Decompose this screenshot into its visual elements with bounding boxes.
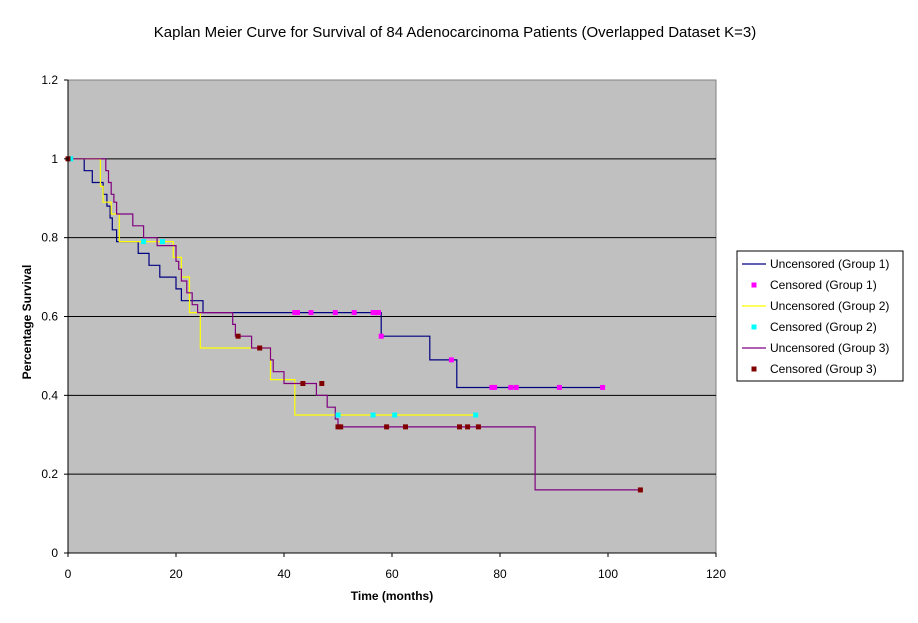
legend-label: Censored (Group 2) [770,320,877,334]
censored-point [556,384,562,390]
censored-point [292,310,298,316]
y-tick-label: 1 [51,152,58,166]
censored-point [373,310,379,316]
series-line-1 [68,158,603,389]
x-tick-label: 60 [385,567,399,581]
censored-point [448,357,454,363]
x-tick-label: 0 [65,567,72,581]
censored-point [637,487,643,493]
legend-label: Uncensored (Group 2) [770,299,889,313]
x-tick-label: 40 [277,567,291,581]
censored-point [338,424,344,430]
censored-point [513,384,519,390]
censored-point [335,412,341,418]
series-layer [65,156,643,493]
legend-marker-swatch [751,366,757,372]
series-line-3 [68,158,479,416]
censored-point [378,333,384,339]
x-tick-label: 100 [598,567,618,581]
y-tick-label: 0.6 [41,310,58,324]
censored-point [370,310,376,316]
censored-point [489,384,495,390]
censored-point [319,381,325,387]
censored-point [257,345,263,351]
legend-marker-swatch [751,324,757,330]
y-tick-label: 0 [51,546,58,560]
censored-point [376,310,381,316]
gridlines [68,158,716,475]
censored-point [332,310,338,316]
legend-label: Censored (Group 1) [770,278,877,292]
x-tick-label: 20 [169,567,183,581]
x-tick-label: 80 [493,567,507,581]
y-tick-label: 0.8 [41,231,58,245]
legend: Uncensored (Group 1) Censored (Group 1) Un… [736,250,904,382]
censored-point [335,424,341,430]
y-axis-title: Percentage Survival [20,265,34,380]
censored-point [475,424,481,430]
x-axis-title: Time (months) [351,589,433,603]
legend-label: Uncensored (Group 3) [770,341,889,355]
series-line-5 [68,158,641,491]
y-tick-label: 0.2 [41,467,58,481]
censored-point [160,239,165,245]
censored-point [68,156,74,162]
y-tick-label: 0.4 [41,388,58,402]
censored-point [392,412,398,418]
censored-point [600,384,606,390]
legend-marker-swatch [751,282,757,288]
censored-point [235,333,241,339]
legend-box [736,250,904,382]
censored-point [300,381,306,387]
censored-point [473,412,479,418]
censored-point [351,310,357,316]
legend-label: Censored (Group 3) [770,362,877,376]
censored-point [457,424,462,430]
censored-point [370,412,376,418]
censored-point [384,424,390,430]
censored-point [141,239,147,245]
censored-point [403,424,408,430]
censored-point [508,384,514,390]
censored-point [465,424,471,430]
censored-point [492,384,498,390]
axes: 0 0.2 0.4 0.6 0.8 1 1.2 0 20 40 60 80 100 120 [41,73,726,581]
censored-point [308,310,314,316]
chart-title: Kaplan Meier Curve for Survival of 84 Ad… [154,24,756,41]
censored-point [295,310,300,316]
x-tick-label: 120 [706,567,726,581]
legend-label: Uncensored (Group 1) [770,257,889,271]
y-tick-label: 1.2 [41,73,58,87]
